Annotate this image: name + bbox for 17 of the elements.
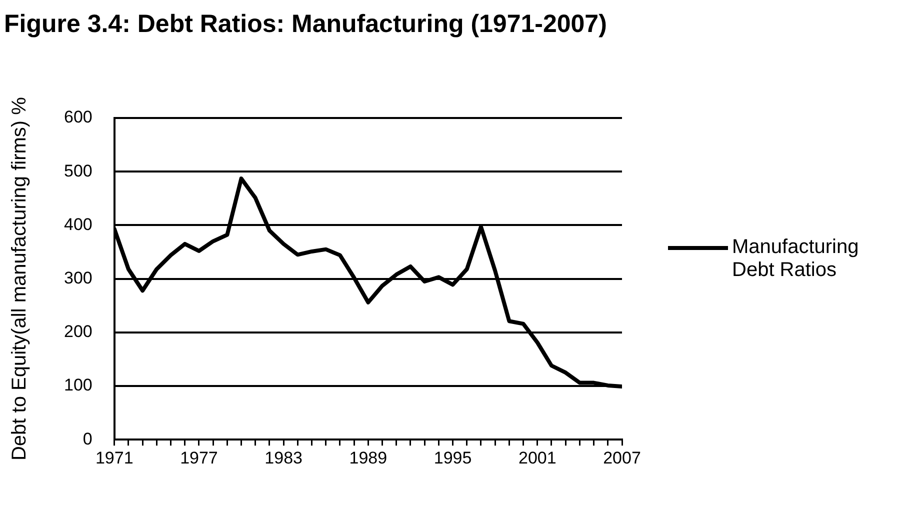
x-tick-label: 1983 [264,448,302,468]
x-tick-label: 2001 [518,448,556,468]
x-tick-label: 1971 [95,448,134,468]
y-tick-label: 400 [64,214,92,234]
y-tick-label: 100 [64,376,92,395]
x-tick-label: 1989 [349,448,388,468]
x-tick-label: 1995 [434,448,472,468]
y-tick-label: 500 [64,161,92,180]
legend-label: Manufacturing Debt Ratios [732,236,860,282]
x-tick-label: 2007 [603,448,641,468]
y-tick-label: 200 [64,322,92,342]
y-tick-label: 0 [82,429,92,448]
y-axis-title: Debt to Equity(all manufacturing firms) % [8,96,31,461]
y-tick-label: 300 [64,268,92,288]
chart-title: Figure 3.4: Debt Ratios: Manufacturing (1971-2007) [4,10,607,38]
y-tick-label: 600 [64,108,92,127]
x-tick-label: 1977 [180,448,218,468]
